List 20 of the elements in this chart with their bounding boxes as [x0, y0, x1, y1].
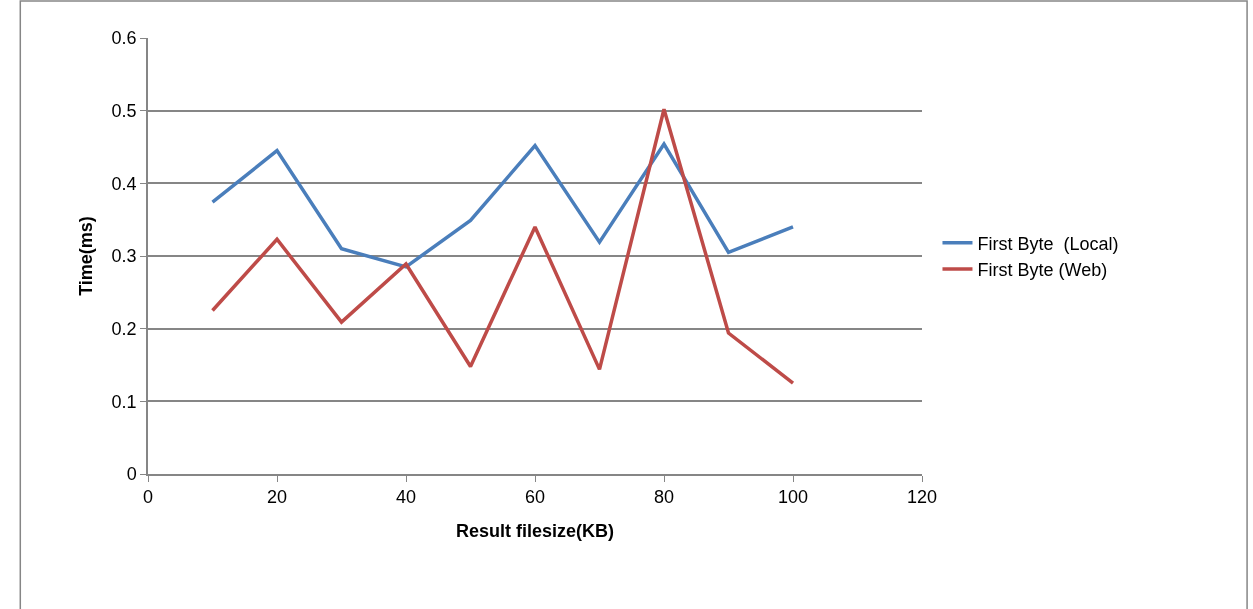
y-tick-label: 0.2: [111, 318, 137, 339]
y-tick-label: 0.3: [111, 246, 137, 267]
x-axis-title: Result filesize(KB): [455, 520, 615, 541]
x-tick-label: 20: [266, 487, 288, 508]
x-tick-label: 40: [395, 487, 417, 508]
y-axis-title: Time(ms): [76, 216, 97, 296]
y-tick-label: 0.6: [111, 28, 137, 49]
x-tick-label: 120: [906, 487, 938, 508]
x-tick-label: 100: [777, 487, 809, 508]
x-tick-label: 80: [653, 487, 675, 508]
legend-label: First Byte (Local): [977, 233, 1119, 254]
y-tick-label: 0.1: [111, 391, 137, 412]
x-tick-label: 0: [142, 487, 154, 508]
y-tick-label: 0: [126, 464, 137, 485]
legend-label: First Byte (Web): [977, 260, 1108, 281]
line-series: [210, 142, 795, 269]
y-tick-label: 0.4: [111, 173, 137, 194]
x-tick-label: 60: [524, 487, 546, 508]
line-series: [210, 107, 795, 385]
y-tick-label: 0.5: [111, 100, 137, 121]
